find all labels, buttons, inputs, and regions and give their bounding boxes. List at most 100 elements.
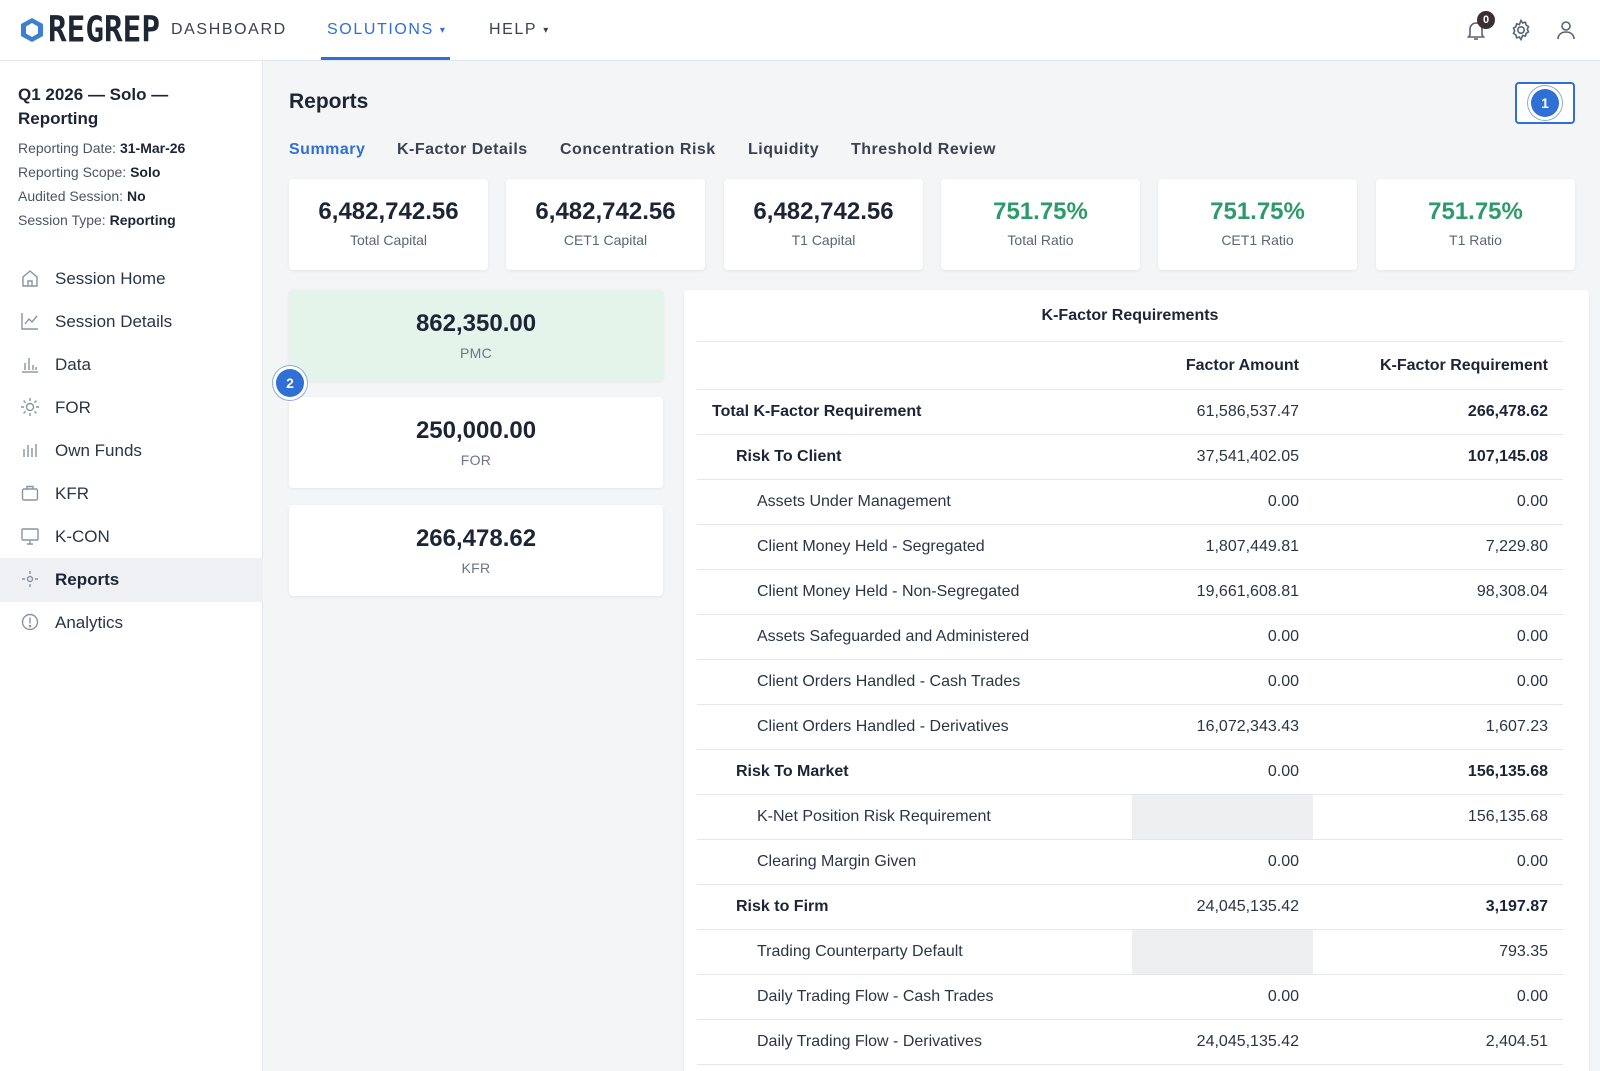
step-2-badge[interactable]: 2 — [276, 369, 304, 397]
column-chart-icon — [23, 444, 37, 457]
table-row[interactable]: Clearing Margin Given 0.00 0.00 — [697, 840, 1563, 885]
kpi-cet1-capital: 6,482,742.56 CET1 Capital — [506, 179, 705, 270]
row-name: Assets Safeguarded and Administered — [757, 628, 1030, 645]
kpi-value: 751.75% — [1428, 198, 1523, 225]
row-k-factor-requirement: 2,404.51 — [1485, 1033, 1548, 1050]
row-name: Total K-Factor Requirement — [712, 403, 922, 420]
kpi-t1-capital: 6,482,742.56 T1 Capital — [724, 179, 923, 270]
chevron-down-icon: ▾ — [543, 25, 550, 36]
row-k-factor-requirement: 1,607.23 — [1485, 718, 1548, 735]
column-header-factor-amount: Factor Amount — [1185, 357, 1299, 374]
table-row[interactable]: K-Net Position Risk Requirement 156,135.6… — [697, 795, 1563, 840]
sun-icon — [21, 398, 39, 416]
table-row[interactable]: Client Orders Handled - Derivatives 16,07… — [697, 705, 1563, 750]
nav-dashboard[interactable]: DASHBOARD — [171, 21, 287, 39]
k-factor-table-header: Factor Amount K-Factor Requirement — [697, 342, 1563, 390]
reporting-date-value: 31-Mar-26 — [119, 140, 186, 156]
table-row[interactable]: Total K-Factor Requirement 61,586,537.47 2… — [697, 390, 1563, 435]
row-name: Client Orders Handled - Derivatives — [757, 718, 1009, 735]
audited-session: Audited Session: No — [18, 188, 146, 204]
kpi-value: 6,482,742.56 — [318, 198, 459, 225]
sidebar-item-data[interactable]: Data — [0, 343, 263, 387]
sidebar-item-own-funds[interactable]: Own Funds — [0, 429, 263, 473]
nav-solutions[interactable]: SOLUTIONS ▾ — [327, 21, 447, 39]
kpi-total-capital: 6,482,742.56 Total Capital — [289, 179, 488, 270]
table-row[interactable]: Risk to Firm 24,045,135.42 3,197.87 — [697, 885, 1563, 930]
sidebar-item-kfr[interactable]: KFR — [0, 472, 263, 516]
row-factor-amount: 16,072,343.43 — [1196, 718, 1299, 735]
tab-k-factor-details[interactable]: K-Factor Details — [397, 141, 528, 158]
row-factor-amount: 61,586,537.47 — [1196, 403, 1299, 420]
session-title: Q1 2026 — Solo — Reporting — [18, 85, 169, 128]
table-row[interactable]: Assets Under Management 0.00 0.00 — [697, 480, 1563, 525]
sidebar-item-reports[interactable]: Reports — [0, 558, 263, 602]
kpi-value: 6,482,742.56 — [753, 198, 894, 225]
sidebar-item-label: K-CON — [55, 527, 110, 546]
briefcase-icon — [21, 485, 39, 501]
row-k-factor-requirement: 0.00 — [1516, 628, 1548, 645]
sidebar-item-label: KFR — [55, 484, 89, 503]
table-row[interactable]: Client Money Held - Non-Segregated 19,661… — [697, 570, 1563, 615]
nav-solutions-label: SOLUTIONS — [327, 21, 434, 38]
kpi-value: 6,482,742.56 — [535, 198, 676, 225]
kpi-label: Total Ratio — [1007, 232, 1074, 248]
kpi-value: 751.75% — [1210, 198, 1305, 225]
table-row[interactable]: Assets Safeguarded and Administered 0.00 0… — [697, 615, 1563, 660]
row-k-factor-requirement: 156,135.68 — [1467, 808, 1548, 825]
kpi-label: CET1 Ratio — [1221, 232, 1294, 248]
kfr-card: 266,478.62 KFR — [289, 505, 663, 596]
row-k-factor-requirement: 107,145.08 — [1467, 448, 1548, 465]
row-factor-amount: 24,045,135.42 — [1196, 1033, 1299, 1050]
table-row[interactable]: Trading Counterparty Default 793.35 — [697, 930, 1563, 975]
row-k-factor-requirement: 0.00 — [1516, 493, 1548, 510]
settings-dot-icon — [22, 571, 38, 587]
table-row[interactable]: Risk To Market 0.00 156,135.68 — [697, 750, 1563, 795]
row-factor-amount: 19,661,608.81 — [1196, 583, 1299, 600]
row-k-factor-requirement: 3,197.87 — [1485, 898, 1548, 915]
for-card: 250,000.00 FOR — [289, 397, 663, 488]
sidebar-item-session-home[interactable]: Session Home — [0, 257, 263, 301]
row-name: Assets Under Management — [757, 493, 951, 510]
brand-logo[interactable]: REGREP — [20, 9, 160, 51]
notification-count-badge: 0 — [1477, 11, 1495, 29]
row-name: Risk To Market — [736, 763, 849, 780]
step-1-badge: 1 — [1531, 89, 1559, 117]
tab-concentration-risk[interactable]: Concentration Risk — [560, 141, 716, 158]
row-name: Risk To Client — [736, 448, 842, 465]
user-icon[interactable] — [1554, 18, 1578, 42]
table-row[interactable]: Client Money Held - Segregated 1,807,449.… — [697, 525, 1563, 570]
row-factor-amount: 24,045,135.42 — [1196, 898, 1299, 915]
sidebar-item-session-details[interactable]: Session Details — [0, 300, 263, 344]
table-row[interactable]: Daily Trading Flow - Cash Trades 0.00 0.00 — [697, 975, 1563, 1020]
sidebar-item-for[interactable]: FOR — [0, 386, 263, 430]
row-factor-amount: 0.00 — [1267, 988, 1299, 1005]
empty-cell — [1132, 795, 1313, 839]
row-factor-amount: 0.00 — [1267, 763, 1299, 780]
audited-session-value: No — [126, 188, 146, 204]
empty-cell — [1132, 930, 1313, 974]
row-name: Risk to Firm — [736, 898, 829, 915]
gear-icon[interactable] — [1509, 18, 1533, 42]
tab-liquidity[interactable]: Liquidity — [748, 141, 820, 158]
table-row[interactable]: Client Orders Handled - Cash Trades 0.00 0… — [697, 660, 1563, 705]
table-row[interactable]: Risk To Client 37,541,402.05 107,145.08 — [697, 435, 1563, 480]
row-k-factor-requirement: 98,308.04 — [1476, 583, 1548, 600]
step-1-button[interactable]: 1 — [1515, 82, 1575, 124]
sidebar-item-k-con[interactable]: K-CON — [0, 515, 263, 559]
session-type-label: Session Type: — [18, 212, 106, 228]
sidebar-item-analytics[interactable]: Analytics — [0, 601, 263, 645]
nav-help[interactable]: HELP ▾ — [489, 21, 550, 39]
table-row[interactable]: Daily Trading Flow - Derivatives 24,045,1… — [697, 1020, 1563, 1065]
card-value: 250,000.00 — [415, 417, 537, 444]
tab-summary[interactable]: Summary — [289, 141, 366, 158]
sidebar-item-label: Reports — [55, 570, 120, 589]
row-name: Client Orders Handled - Cash Trades — [757, 673, 1021, 690]
row-name: Client Money Held - Segregated — [757, 538, 985, 555]
card-label: KFR — [461, 560, 491, 576]
sidebar: Q1 2026 — Solo — Reporting Reporting Dat… — [0, 61, 263, 1071]
session-type-value: Reporting — [109, 212, 176, 228]
row-factor-amount: 37,541,402.05 — [1196, 448, 1299, 465]
kpi-label: T1 Capital — [791, 232, 856, 248]
k-factor-requirements-panel: K-Factor Requirements Factor Amount K-Fa… — [684, 290, 1589, 1071]
tab-threshold-review[interactable]: Threshold Review — [851, 141, 996, 158]
